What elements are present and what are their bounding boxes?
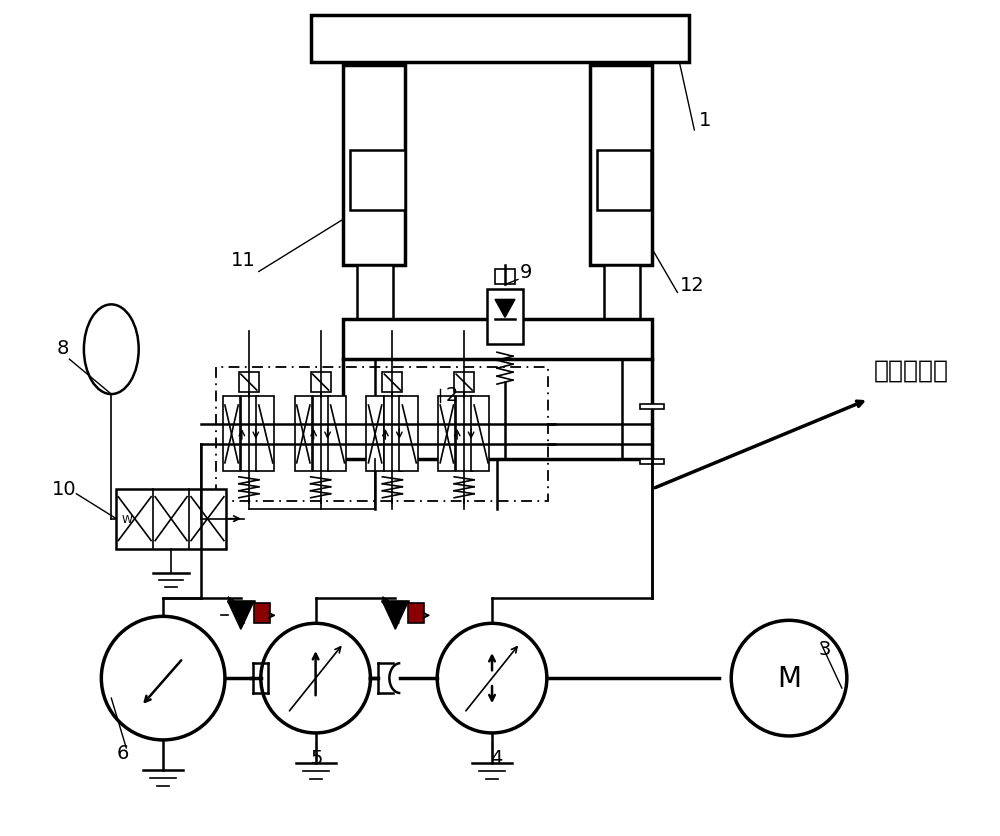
Bar [343, 320, 652, 359]
Text: M: M [777, 665, 801, 692]
Bar [241, 396, 258, 472]
Bar [239, 373, 259, 393]
Text: 5: 5 [311, 748, 323, 767]
Bar [254, 604, 270, 624]
Bar [408, 604, 424, 624]
Text: 11: 11 [231, 251, 256, 270]
Bar [640, 459, 664, 464]
Text: 其它执行器: 其它执行器 [874, 358, 949, 382]
Bar [487, 290, 523, 344]
Text: 8: 8 [56, 339, 69, 357]
Text: W: W [121, 514, 132, 524]
Circle shape [101, 617, 225, 740]
Text: 3: 3 [819, 639, 831, 658]
Bar [343, 66, 405, 265]
Polygon shape [495, 300, 515, 318]
Ellipse shape [84, 305, 139, 395]
Bar [350, 150, 405, 211]
Polygon shape [382, 602, 408, 630]
Circle shape [731, 620, 847, 736]
Bar [216, 368, 548, 501]
Circle shape [437, 624, 547, 733]
Bar [223, 396, 240, 472]
Bar [366, 396, 384, 472]
Bar [328, 396, 346, 472]
Text: 9: 9 [520, 263, 532, 282]
Bar [471, 396, 489, 472]
Bar [311, 17, 689, 63]
Text: 6: 6 [116, 743, 129, 762]
Bar [384, 396, 402, 472]
Bar [456, 396, 473, 472]
Bar [454, 373, 474, 393]
Polygon shape [228, 602, 254, 630]
Bar [438, 396, 455, 472]
Text: 1: 1 [699, 111, 712, 130]
Bar [640, 405, 664, 410]
Bar [295, 396, 312, 472]
Text: 2: 2 [445, 385, 458, 404]
Bar [597, 150, 651, 211]
Bar [590, 66, 652, 265]
Bar [357, 265, 393, 320]
Bar [116, 489, 226, 549]
Text: 10: 10 [51, 480, 76, 498]
Text: 12: 12 [679, 276, 704, 294]
Bar [311, 373, 331, 393]
Bar [399, 396, 418, 472]
Bar [313, 396, 330, 472]
Text: 4: 4 [490, 748, 502, 767]
Bar [604, 265, 640, 320]
Circle shape [261, 624, 370, 733]
Bar [495, 270, 515, 285]
Bar [382, 373, 402, 393]
Bar [256, 396, 274, 472]
